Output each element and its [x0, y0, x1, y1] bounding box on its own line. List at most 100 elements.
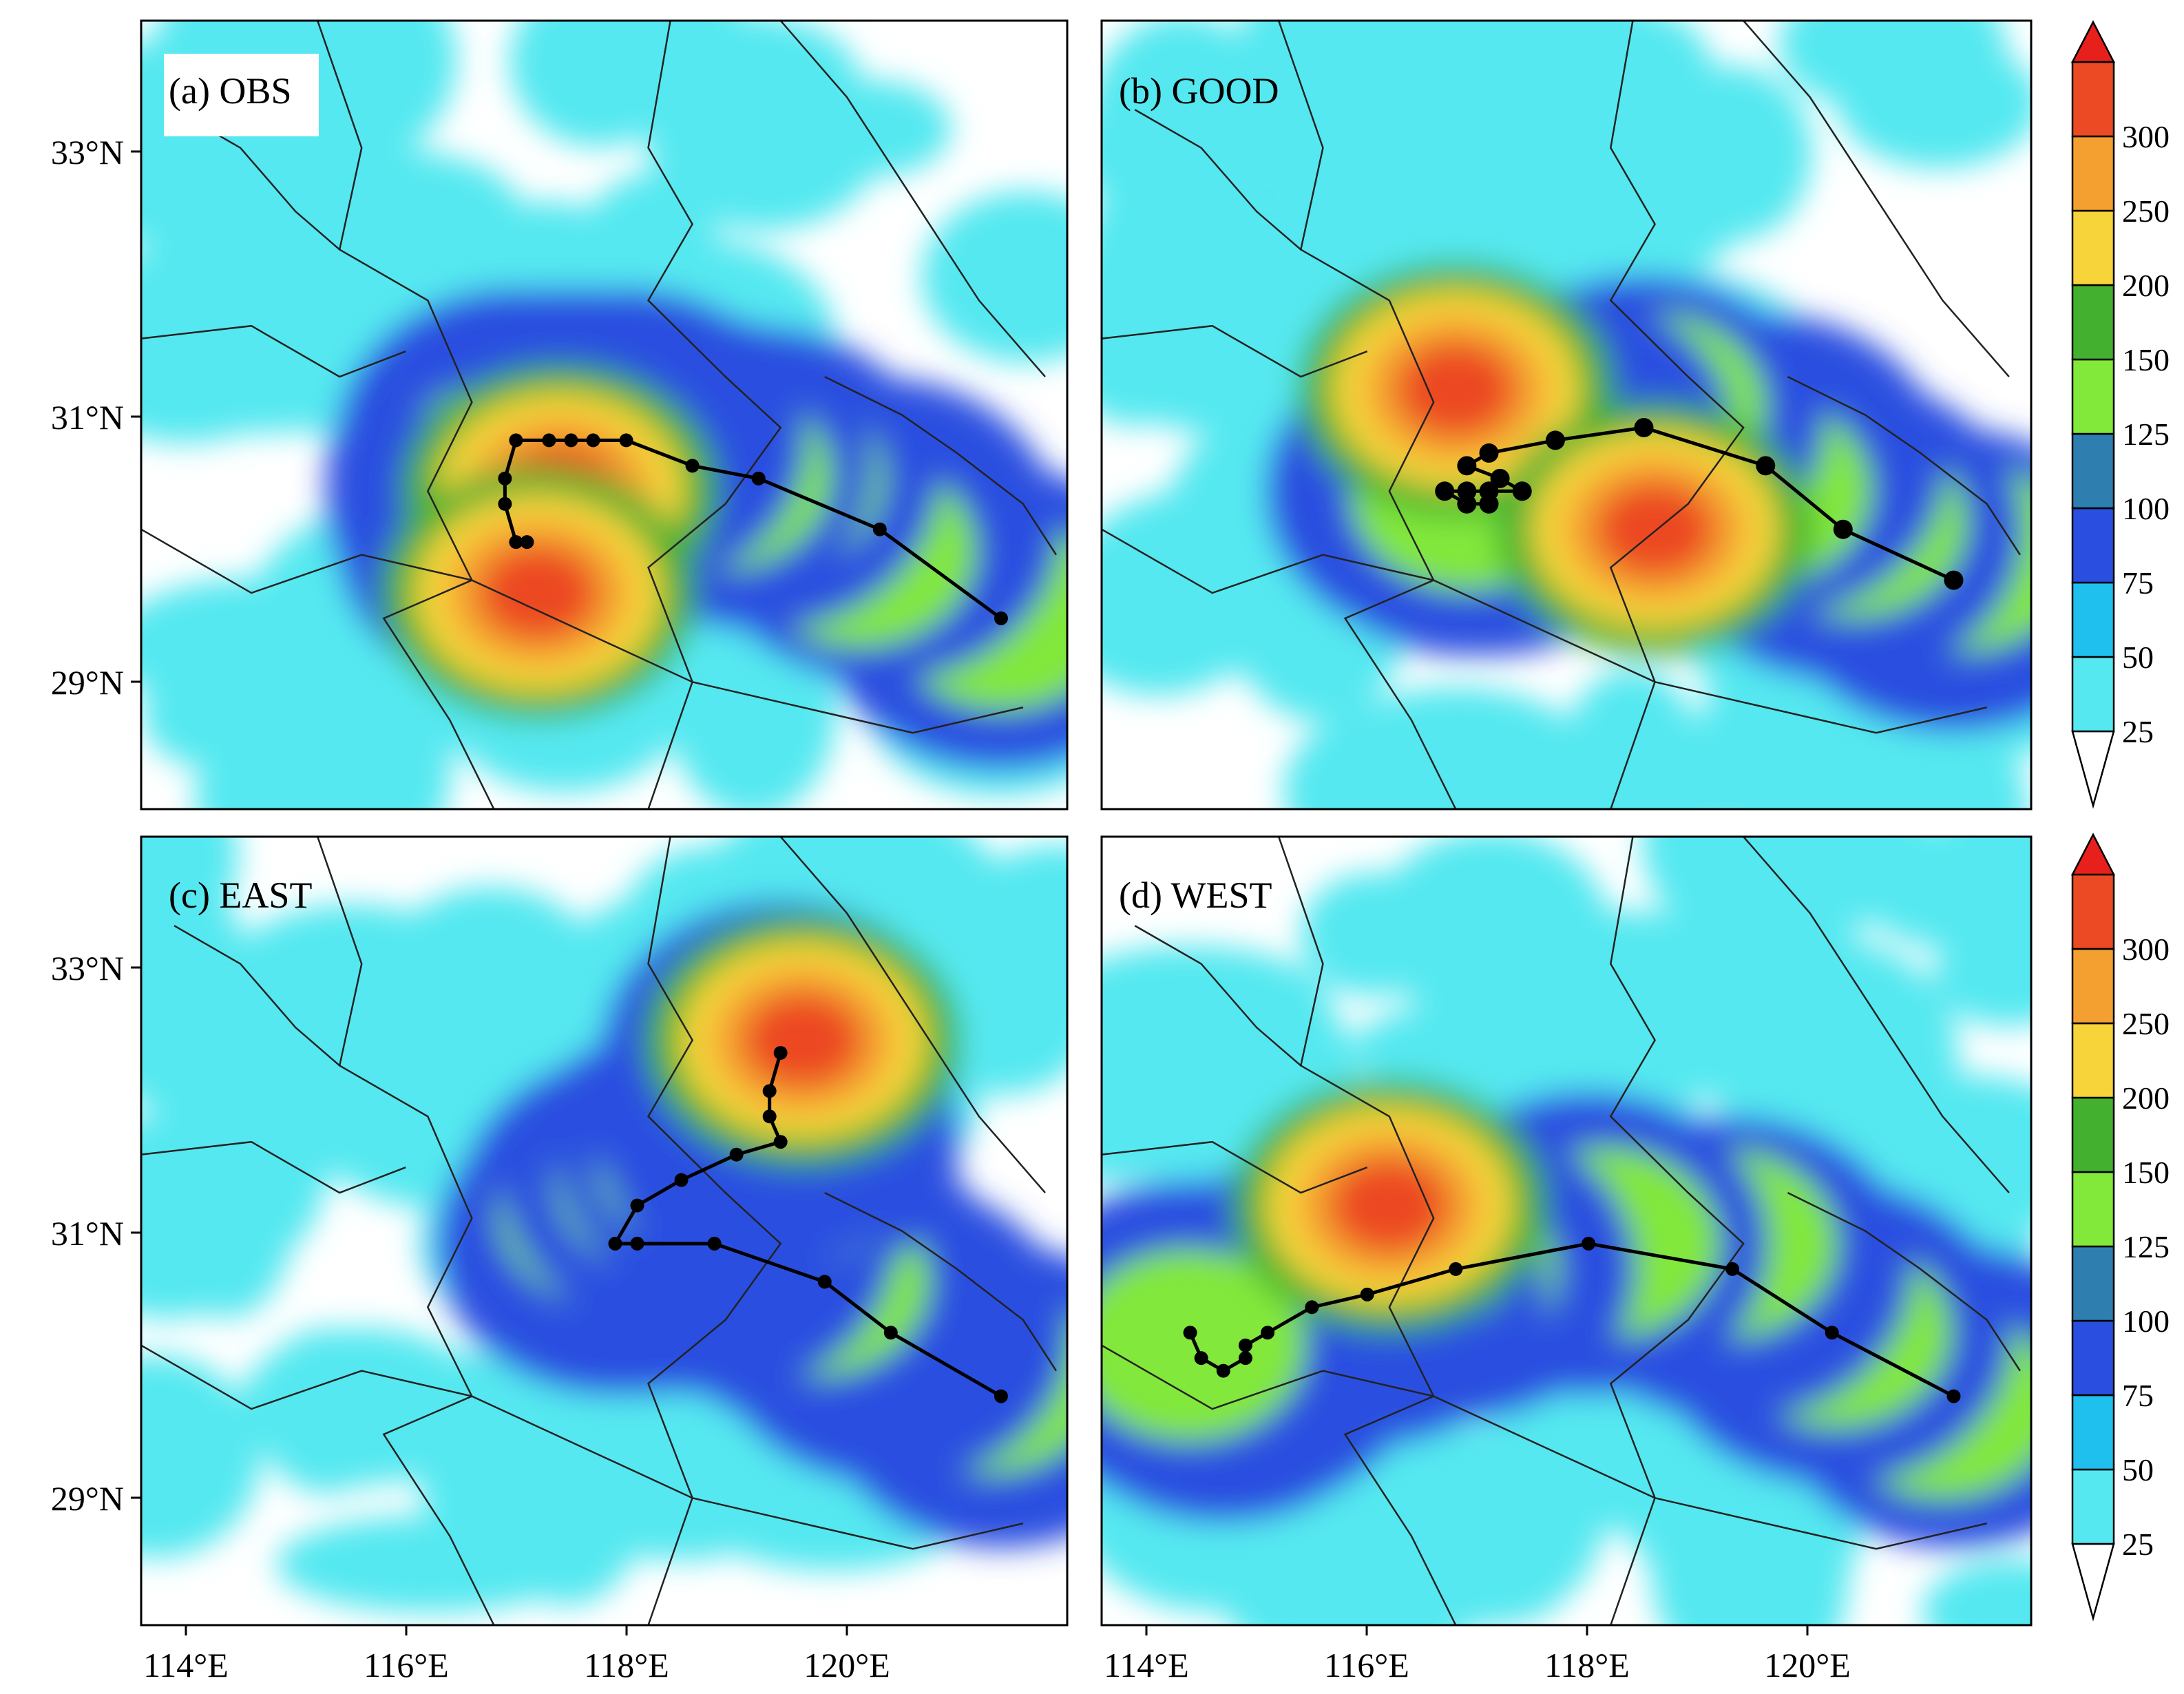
track-point	[630, 1198, 644, 1213]
panel-a: (a) OBS	[140, 19, 1069, 811]
rain-blob-extreme	[1596, 482, 1714, 576]
province-boundary	[1102, 1344, 1987, 1550]
colorbar-swatch	[2071, 1022, 2115, 1099]
panel-a-track-points	[498, 433, 1008, 625]
province-boundary	[317, 21, 495, 809]
panel-b: (b) GOOD	[1100, 19, 2033, 811]
track-point	[619, 433, 633, 448]
province-boundary	[317, 837, 495, 1625]
lat-tick-label: 31°N	[51, 398, 124, 437]
panel-d-track-points	[1183, 1236, 1961, 1403]
rain-blob-light	[1283, 696, 1565, 809]
track-point	[498, 471, 512, 485]
track-point	[883, 1326, 898, 1340]
track-point	[1216, 1363, 1230, 1378]
colorbar-level-label: 100	[2122, 491, 2170, 526]
track-point	[498, 496, 512, 511]
rain-blob-extreme	[1330, 1158, 1448, 1253]
province-boundary	[174, 925, 341, 1067]
panel-c-frame	[140, 835, 1069, 1627]
colorbar-swatch	[2071, 1096, 2115, 1173]
track-point	[1183, 1326, 1197, 1340]
colorbar-top: 25 50 75 100 125 150 200 250 300	[2070, 20, 2170, 809]
panel-c-label: (c) EAST	[169, 875, 312, 916]
lat-tick-label: 29°N	[51, 1479, 124, 1518]
province-boundary	[1134, 925, 1302, 1067]
track-point	[729, 1147, 744, 1162]
track-point	[564, 433, 578, 448]
track-point	[817, 1275, 832, 1289]
track-point	[586, 433, 600, 448]
track-point	[542, 433, 556, 448]
panel-b-rain-field	[1102, 21, 2031, 809]
province-boundary	[141, 528, 1024, 734]
province-boundary	[141, 324, 406, 378]
rain-blob-heavy	[1102, 1248, 1306, 1442]
track-point	[1545, 430, 1565, 450]
rain-blob-light	[795, 80, 952, 177]
colorbar-end-low	[2071, 730, 2115, 809]
track-point	[1946, 1389, 1961, 1403]
province-boundary	[824, 1191, 1058, 1372]
track-point	[1479, 443, 1499, 463]
rain-blob-extreme	[744, 993, 861, 1087]
panel-b-label: (b) GOOD	[1119, 70, 1279, 112]
track-point	[520, 535, 534, 550]
track-point	[1833, 519, 1853, 539]
track-point	[1825, 1326, 1839, 1340]
lon-tick-label: 120°E	[804, 1646, 890, 1684]
province-boundary	[141, 1344, 1024, 1550]
colorbar-swatch	[2071, 873, 2115, 950]
province-boundary	[1102, 1140, 1368, 1194]
rain-blob-light	[143, 662, 283, 769]
panel-d-boundaries	[1102, 837, 2021, 1625]
colorbar-level-label: 100	[2122, 1304, 2170, 1339]
panel-b-boundaries	[1102, 21, 2021, 809]
rain-blob-light	[1102, 162, 1288, 361]
track-point	[1305, 1300, 1319, 1315]
rain-blob-extreme	[1397, 342, 1515, 437]
colorbar-swatch	[2071, 61, 2115, 138]
rain-blob-extreme	[479, 546, 597, 640]
lat-tick-label: 33°N	[51, 949, 124, 987]
rain-blob-light	[921, 191, 1067, 363]
panel-b-track-points	[1435, 417, 1964, 590]
track-point	[1512, 481, 1532, 501]
rain-blob-light	[276, 1516, 584, 1613]
track-point	[1435, 481, 1455, 501]
track-point	[1457, 456, 1477, 476]
track-point	[685, 459, 700, 473]
panel-d: (d) WEST	[1100, 835, 2033, 1627]
province-boundary	[647, 21, 782, 809]
track-point	[1194, 1351, 1208, 1366]
colorbar-swatch	[2071, 507, 2115, 584]
panel-c-boundaries	[141, 837, 1058, 1625]
track-point	[1449, 1262, 1463, 1276]
rain-blob-light	[1933, 927, 2031, 1027]
lat-tick-label: 29°N	[51, 663, 124, 702]
rain-blob-light	[1778, 21, 2007, 113]
rain-blob-light	[1922, 1559, 2031, 1625]
colorbar-bottom: 25 50 75 100 125 150 200 250 300	[2070, 833, 2170, 1622]
track-point	[872, 522, 887, 536]
track-point	[1238, 1338, 1252, 1352]
rain-blob-light	[1406, 21, 1650, 80]
rain-blob-light	[141, 1355, 260, 1558]
colorbar-swatch	[2071, 284, 2115, 361]
lat-tick-label: 31°N	[51, 1214, 124, 1253]
lat-tick-label: 33°N	[51, 133, 124, 171]
rain-blob-light	[1567, 669, 1696, 809]
rain-blob-light	[1730, 837, 1945, 927]
colorbar-level-label: 250	[2122, 194, 2170, 229]
rain-blob-light	[325, 699, 451, 809]
rain-blob-light	[1575, 976, 1785, 1099]
track-point	[1360, 1287, 1374, 1301]
colorbar-swatch	[2071, 1245, 2115, 1322]
province-boundary	[1277, 837, 1457, 1625]
track-point	[1634, 417, 1654, 437]
track-point	[509, 433, 523, 448]
colorbar-swatch	[2071, 948, 2115, 1025]
province-boundary	[1609, 21, 1745, 809]
colorbar-swatch	[2071, 1468, 2115, 1545]
colorbar-end-high	[2070, 833, 2116, 876]
